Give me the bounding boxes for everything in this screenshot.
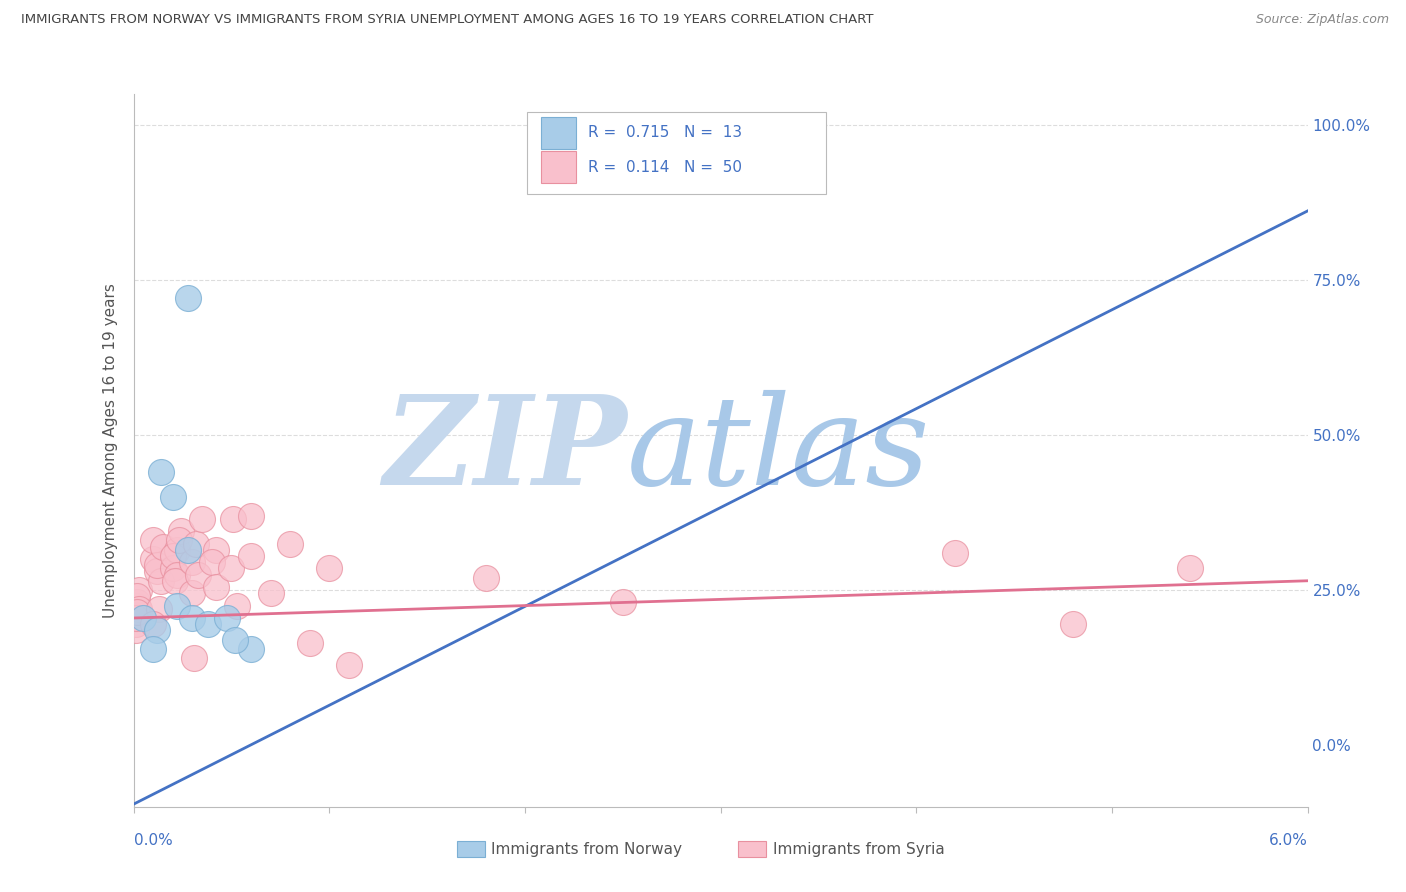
Point [124,611,146,625]
Point [148,601,170,615]
Point [181,586,204,600]
Point [166,567,188,582]
Point [142,533,165,548]
Point [128,583,150,598]
Point [177,292,200,306]
Point [162,561,184,575]
Bar [541,117,576,149]
Point [191,512,214,526]
Point [167,533,190,548]
Point [183,651,205,665]
Text: 6.0%: 6.0% [1268,833,1308,847]
Point [127,605,149,619]
Point [152,540,174,554]
Point [217,611,239,625]
Point [169,524,191,538]
Point [149,574,172,588]
Point [166,599,188,613]
Point [146,558,169,573]
Bar [541,151,576,183]
Point [475,571,498,585]
Point [239,508,263,523]
Text: Immigrants from Norway: Immigrants from Norway [491,842,682,856]
Point [177,542,200,557]
Point [128,605,150,619]
Point [127,599,149,613]
Point [163,574,186,588]
Text: ZIP: ZIP [382,390,627,511]
Point [226,599,249,613]
Point [146,624,169,638]
Point [187,567,209,582]
Point [239,549,263,563]
Point [239,642,263,657]
Text: R =  0.114   N =  50: R = 0.114 N = 50 [588,160,742,175]
Point [259,586,281,600]
Point [201,555,224,569]
Point [124,617,146,632]
Point [612,595,634,609]
Point [204,580,226,594]
Point [1180,561,1202,575]
Point [945,546,967,560]
Point [1062,617,1084,632]
Text: Source: ZipAtlas.com: Source: ZipAtlas.com [1256,13,1389,27]
Point [162,490,184,504]
Point [318,561,340,575]
Text: IMMIGRANTS FROM NORWAY VS IMMIGRANTS FROM SYRIA UNEMPLOYMENT AMONG AGES 16 TO 19: IMMIGRANTS FROM NORWAY VS IMMIGRANTS FRO… [21,13,873,27]
Point [166,542,188,557]
FancyBboxPatch shape [527,112,827,194]
Point [197,617,219,632]
Point [278,536,301,550]
Text: 0.0%: 0.0% [134,833,173,847]
Point [181,611,204,625]
Point [142,552,165,566]
Point [127,589,149,603]
Point [124,611,146,625]
Point [132,611,155,625]
Point [124,624,146,638]
Text: Immigrants from Syria: Immigrants from Syria [773,842,945,856]
Point [204,542,226,557]
Point [142,617,165,632]
Y-axis label: Unemployment Among Ages 16 to 19 years: Unemployment Among Ages 16 to 19 years [103,283,118,618]
Point [224,632,246,647]
Text: atlas: atlas [627,390,929,511]
Point [127,595,149,609]
Point [162,549,184,563]
Point [298,636,321,650]
Point [222,512,245,526]
Point [128,601,150,615]
Point [337,657,360,672]
Point [142,642,165,657]
Point [221,561,243,575]
Point [149,465,172,479]
Text: R =  0.715   N =  13: R = 0.715 N = 13 [588,126,742,140]
Point [181,555,204,569]
Point [146,565,169,579]
Point [186,536,208,550]
